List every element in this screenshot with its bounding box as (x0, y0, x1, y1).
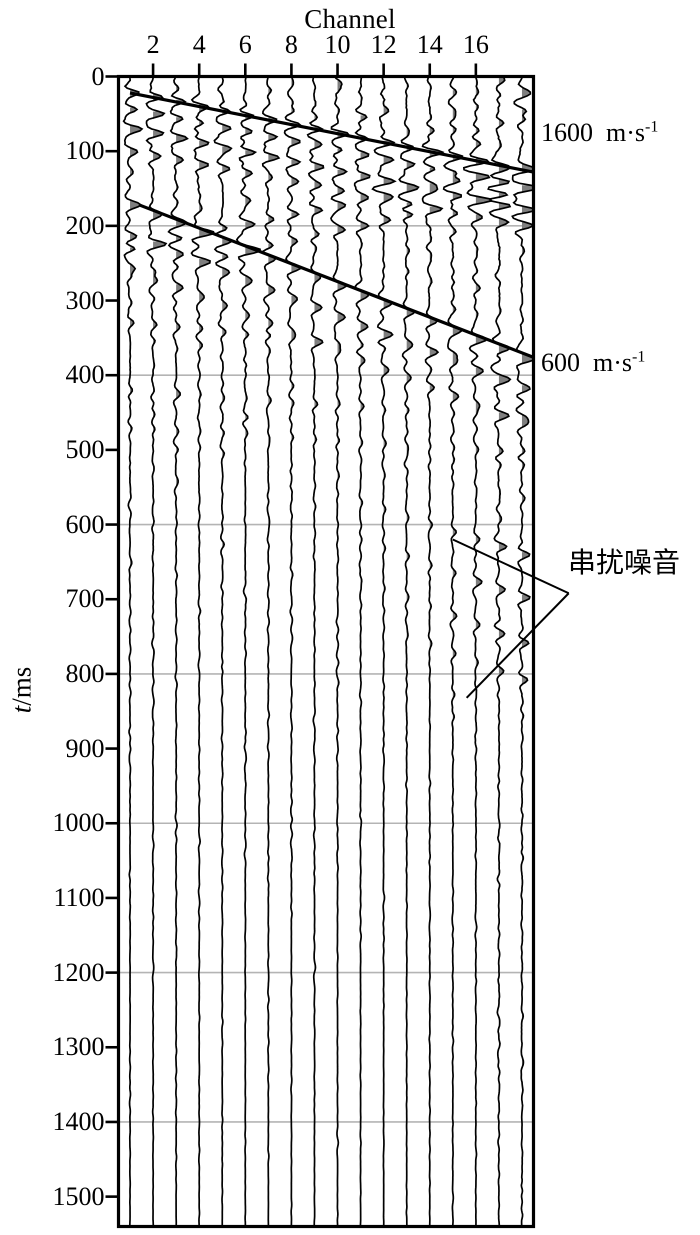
x-tick-label-4: 4 (192, 30, 206, 59)
y-tick-label-0: 0 (91, 61, 105, 91)
trace-wiggle-11 (353, 76, 371, 1226)
trace-wiggle-18 (511, 76, 534, 1226)
velocity-600-unit: m·s (593, 348, 632, 377)
event-line-600 (138, 203, 534, 359)
y-tick-label-1200: 1200 (52, 957, 105, 987)
y-tick-label-1300: 1300 (52, 1032, 105, 1062)
y-tick-label-1500: 1500 (52, 1181, 105, 1211)
velocity-1600-exponent: -1 (645, 118, 659, 136)
trace-wiggle-16 (462, 76, 494, 1226)
axes (105, 63, 536, 1229)
x-tick-label-10: 10 (324, 30, 351, 59)
y-tick-label-500: 500 (65, 434, 105, 464)
x-tick-label-2: 2 (146, 30, 160, 59)
annotation-velocity-600: 600 m·s-1 (541, 348, 645, 378)
gridlines (118, 225, 534, 1123)
trace-wiggle-12 (371, 76, 397, 1226)
event-line-1600 (129, 91, 534, 174)
y-tick-label-1100: 1100 (53, 882, 105, 912)
trace-wiggle-3 (167, 76, 189, 1226)
y-tick-label-400: 400 (65, 360, 105, 390)
velocity-600-exponent: -1 (632, 348, 646, 366)
y-tick-label-100: 100 (65, 136, 105, 166)
trace-wiggle-1 (122, 76, 144, 1226)
trace-wiggle-10 (330, 76, 351, 1226)
velocity-1600-value: 1600 (541, 118, 593, 147)
y-tick-label-800: 800 (65, 658, 105, 688)
velocity-1600-unit: m·s (606, 118, 645, 147)
annotation-crosstalk-noise: 串扰噪音 (568, 546, 681, 579)
x-tick-label-8: 8 (284, 30, 298, 59)
trace-wiggle-5 (213, 76, 233, 1226)
x-tick-label-14: 14 (416, 30, 443, 59)
trace-wiggle-6 (235, 76, 261, 1226)
trace-wiggle-7 (261, 76, 281, 1226)
x-tick-label-16: 16 (462, 30, 489, 59)
trace-wiggle-14 (421, 76, 445, 1226)
y-tick-label-1000: 1000 (52, 808, 105, 838)
y-tick-label-700: 700 (65, 584, 105, 614)
crosstalk-callout-leader (452, 538, 570, 699)
trace-wiggle-2 (145, 76, 168, 1226)
trace-wiggle-17 (487, 76, 512, 1226)
annotation-velocity-1600: 1600 m·s-1 (541, 118, 658, 148)
leader-line-0 (452, 538, 570, 595)
y-tick-label-1400: 1400 (52, 1106, 105, 1136)
velocity-600-value: 600 (541, 348, 580, 377)
y-tick-label-200: 200 (65, 210, 105, 240)
leader-line-1 (465, 592, 570, 699)
trace-group (122, 76, 534, 1226)
x-tick-label-12: 12 (370, 30, 397, 59)
y-tick-label-900: 900 (65, 733, 105, 763)
trace-wiggle-15 (442, 76, 464, 1226)
trace-wiggle-9 (306, 76, 325, 1226)
x-axis-title: Channel (304, 4, 396, 34)
trace-wiggle-13 (397, 76, 420, 1226)
y-tick-label-300: 300 (65, 285, 105, 315)
event-line-group (129, 91, 534, 359)
trace-wiggle-4 (190, 76, 215, 1226)
y-tick-label-600: 600 (65, 509, 105, 539)
x-tick-label-6: 6 (238, 30, 252, 59)
